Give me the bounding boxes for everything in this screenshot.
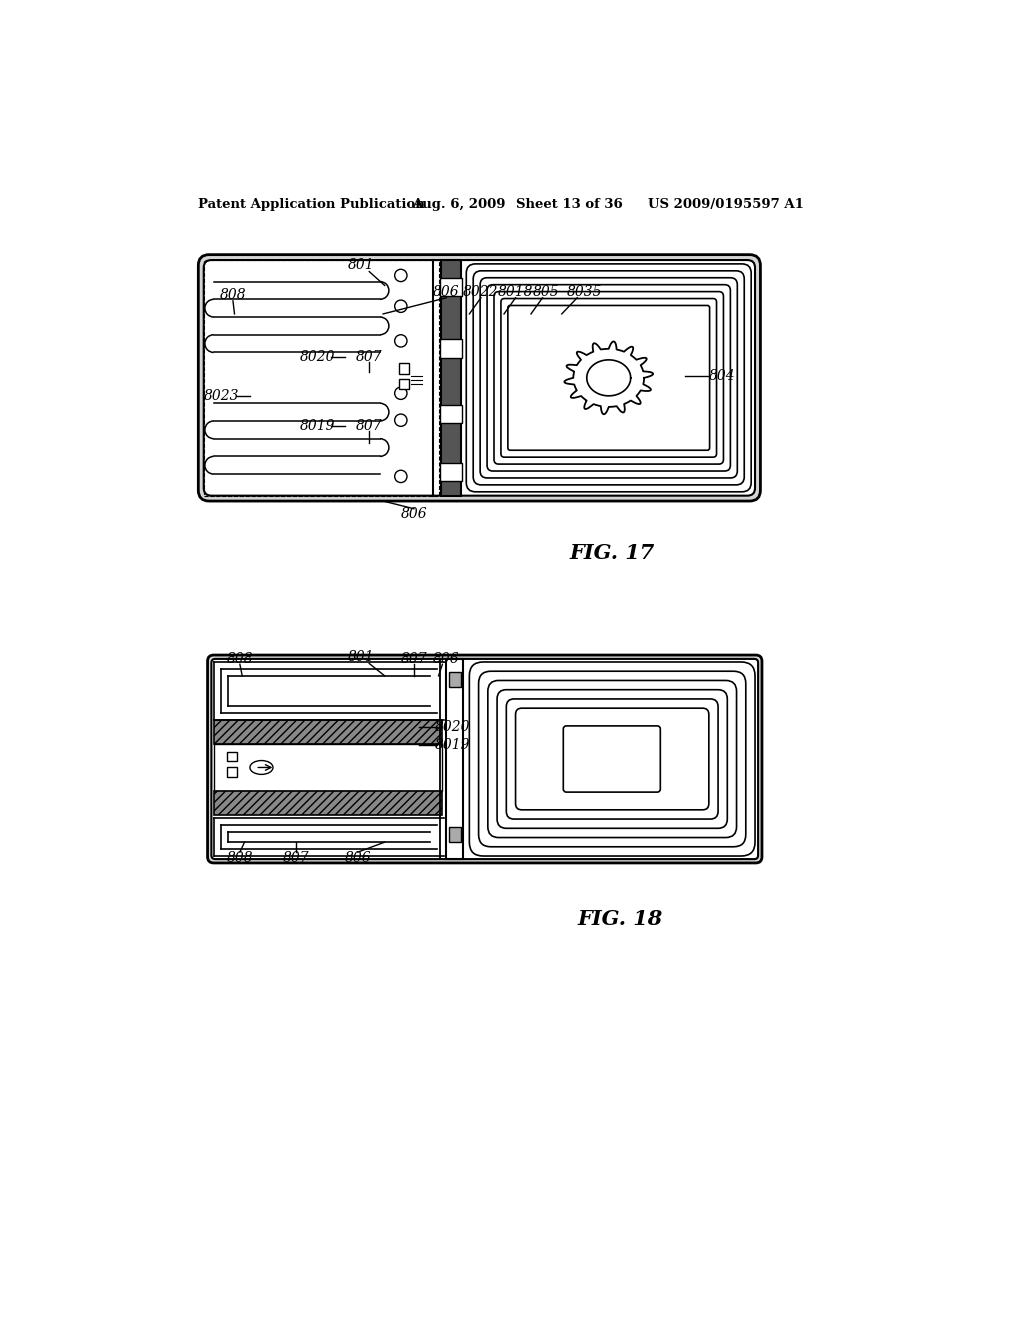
Text: Sheet 13 of 36: Sheet 13 of 36 (515, 198, 623, 211)
Text: 8020: 8020 (300, 350, 336, 364)
Text: 8020: 8020 (434, 719, 470, 734)
Bar (441, 260, 461, 496)
Bar (214, 719, 441, 744)
Bar (214, 791, 441, 816)
Text: 806: 806 (344, 850, 371, 865)
Text: 8018: 8018 (498, 285, 534, 300)
Text: 805: 805 (534, 285, 560, 300)
Bar (446, 659, 463, 859)
Text: 806: 806 (400, 507, 427, 521)
Text: 8019: 8019 (300, 420, 336, 433)
Text: 8035: 8035 (567, 285, 602, 300)
FancyBboxPatch shape (208, 655, 762, 863)
Text: 8022: 8022 (463, 285, 499, 300)
Bar (214, 744, 441, 791)
Text: Patent Application Publication: Patent Application Publication (199, 198, 425, 211)
Bar (440, 339, 462, 358)
Text: 806: 806 (433, 652, 460, 665)
Text: 804: 804 (709, 368, 735, 383)
Bar (440, 462, 462, 480)
FancyBboxPatch shape (563, 726, 660, 792)
Ellipse shape (250, 760, 273, 775)
Text: 8023: 8023 (204, 388, 240, 403)
Text: 807: 807 (356, 420, 383, 433)
Text: 806: 806 (433, 285, 460, 300)
Bar (449, 826, 461, 842)
FancyBboxPatch shape (211, 659, 758, 859)
Text: Aug. 6, 2009: Aug. 6, 2009 (412, 198, 505, 211)
Bar (204, 260, 439, 496)
Text: 808: 808 (220, 289, 247, 302)
FancyBboxPatch shape (204, 260, 755, 496)
Bar (398, 363, 410, 374)
Text: FIG. 18: FIG. 18 (578, 909, 663, 929)
Text: 808: 808 (226, 652, 253, 665)
Text: FIG. 17: FIG. 17 (569, 544, 654, 564)
Text: 807: 807 (356, 350, 383, 364)
Text: 807: 807 (400, 652, 427, 665)
Text: 808: 808 (226, 850, 253, 865)
Bar (226, 752, 237, 762)
Text: 801: 801 (348, 257, 375, 272)
Bar (440, 277, 462, 296)
FancyBboxPatch shape (199, 255, 761, 502)
Text: 807: 807 (283, 850, 309, 865)
Text: 8019: 8019 (434, 738, 470, 752)
Text: US 2009/0195597 A1: US 2009/0195597 A1 (648, 198, 804, 211)
Bar (440, 405, 462, 424)
Bar (449, 672, 461, 688)
Bar (226, 767, 237, 776)
Text: 801: 801 (348, 651, 375, 664)
Bar (398, 379, 410, 389)
